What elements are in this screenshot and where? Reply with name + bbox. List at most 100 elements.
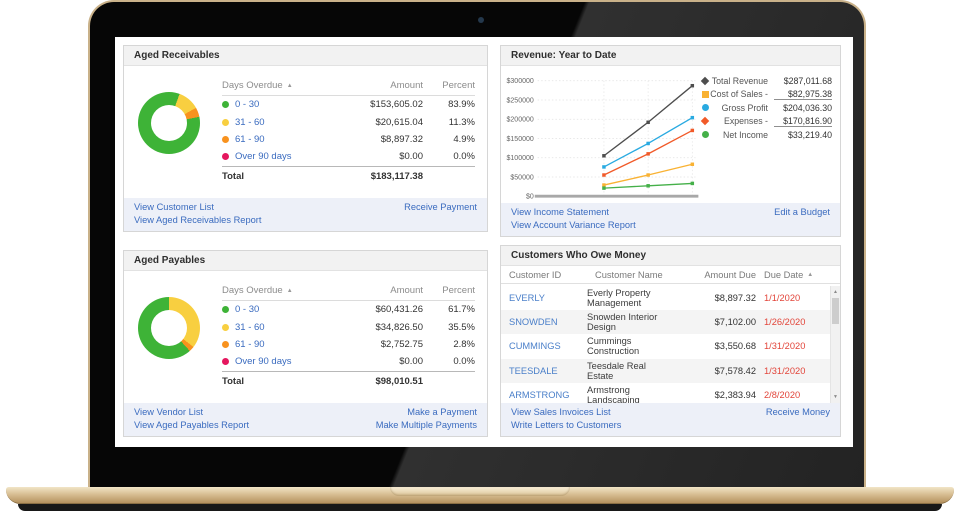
customer-id-link[interactable]: EVERLY [509, 293, 545, 304]
customers-table-row[interactable]: TEESDALE Teesdale Real Estate $7,578.42 1/3… [501, 358, 830, 383]
customers-scrollbar[interactable]: ▲ ▼ [830, 286, 840, 403]
aging-bucket-dot [222, 153, 229, 161]
aged-percent: 0.0% [453, 356, 475, 368]
aged-percent: 0.0% [453, 151, 475, 163]
svg-text:$300000: $300000 [506, 78, 533, 85]
customers-footer: View Sales Invoices List Write Letters to… [501, 403, 840, 436]
receivables-total-row: Total $183,117.38 [222, 165, 475, 186]
aged-amount: $0.00 [399, 356, 423, 368]
column-due-date[interactable]: Due Date ▲ [764, 270, 814, 280]
dashboard-left-column: Aged Receivables Days Overdue ▲ A [123, 45, 488, 439]
aging-bucket-dot [222, 358, 229, 366]
aging-bucket-dot [222, 101, 229, 109]
svg-text:$100000: $100000 [506, 155, 533, 162]
aged-amount: $34,826.50 [375, 321, 423, 333]
aged-percent: 2.8% [453, 338, 475, 350]
aging-bucket-dot [222, 306, 229, 314]
link-view-aged-receivables-report[interactable]: View Aged Receivables Report [134, 215, 262, 225]
sort-asc-icon: ▲ [286, 82, 293, 89]
customers-table-row[interactable]: CUMMINGS Cummings Construction $3,550.68 1/… [501, 334, 830, 358]
link-view-sales-invoices-list[interactable]: View Sales Invoices List [511, 407, 611, 417]
aged-row: Over 90 days $0.00 0.0% [222, 353, 475, 370]
link-view-account-variance-report[interactable]: View Account Variance Report [511, 220, 636, 230]
aged-receivables-panel: Aged Receivables Days Overdue ▲ A [123, 45, 488, 232]
payables-table-header[interactable]: Days Overdue ▲ Amount Percent [222, 281, 475, 301]
customer-id-link[interactable]: CUMMINGS [509, 341, 561, 352]
due-date: 1/31/2020 [764, 341, 806, 352]
customer-id-link[interactable]: TEESDALE [509, 365, 558, 376]
link-view-aged-payables-report[interactable]: View Aged Payables Report [134, 420, 250, 430]
aging-bucket-link-0-30[interactable]: 0 - 30 [235, 304, 260, 316]
payables-donut-chart [138, 297, 200, 359]
amount-due: $7,578.42 [714, 365, 756, 376]
column-amount[interactable]: Amount [390, 285, 423, 296]
scrollbar-thumb[interactable] [832, 298, 839, 324]
total-label: Total [222, 375, 244, 387]
legend-series-name: Net Income [723, 129, 768, 140]
customers-table-row[interactable]: EVERLY Everly Property Management $8,897.3… [501, 286, 830, 310]
circle-marker-icon [700, 104, 710, 111]
link-receive-payment[interactable]: Receive Payment [404, 202, 477, 212]
link-make-a-payment[interactable]: Make a Payment [407, 407, 477, 417]
total-amount: $183,117.38 [370, 170, 423, 182]
amount-due: $7,102.00 [714, 317, 756, 328]
aging-bucket-link-over-90-days[interactable]: Over 90 days [235, 151, 292, 163]
column-amount[interactable]: Amount [390, 80, 423, 91]
column-amount-due[interactable]: Amount Due [704, 270, 756, 280]
column-days-overdue[interactable]: Days Overdue [222, 80, 283, 91]
aging-bucket-link-31-60[interactable]: 31 - 60 [235, 321, 265, 333]
customers-table-row[interactable]: SNOWDEN Snowden Interior Design $7,102.00 1… [501, 310, 830, 335]
aged-percent: 11.3% [448, 116, 475, 128]
customers-rows: EVERLY Everly Property Management $8,897.3… [501, 286, 830, 403]
customers-table-row[interactable]: ARMSTRONG Armstrong Landscaping $2,383.94 2… [501, 383, 830, 403]
aged-row: 0 - 30 $153,605.02 83.9% [222, 96, 475, 113]
aging-bucket-link-over-90-days[interactable]: Over 90 days [235, 356, 292, 368]
customer-id-link[interactable]: ARMSTRONG [509, 389, 570, 400]
column-customer-id[interactable]: Customer ID [509, 270, 562, 280]
column-percent[interactable]: Percent [442, 80, 475, 91]
dashboard-right-column: Revenue: Year to Date $0 $50000 $100000 $15… [500, 45, 841, 439]
scroll-down-icon[interactable]: ▼ [833, 394, 838, 400]
legend-row: Cost of Sales - $82,975.38 [700, 87, 832, 101]
aging-bucket-dot [222, 135, 229, 143]
svg-text:$200000: $200000 [506, 117, 533, 124]
panel-title: Aged Payables [124, 251, 487, 271]
link-write-letters-to-customers[interactable]: Write Letters to Customers [511, 420, 622, 430]
aging-bucket-dot [222, 323, 229, 331]
legend-series-value: $287,011.68 [783, 75, 832, 86]
customer-name: Cummings Construction [587, 336, 640, 357]
legend-series-value: $204,036.30 [783, 102, 832, 113]
receivables-table-header[interactable]: Days Overdue ▲ Amount Percent [222, 76, 475, 96]
column-customer-name[interactable]: Customer Name [595, 270, 663, 280]
legend-row: Gross Profit $204,036.30 [700, 101, 832, 114]
aging-bucket-dot [222, 118, 229, 126]
link-view-vendor-list[interactable]: View Vendor List [134, 407, 204, 417]
aging-bucket-link-31-60[interactable]: 31 - 60 [235, 116, 265, 128]
link-make-multiple-payments[interactable]: Make Multiple Payments [375, 420, 477, 430]
customer-name: Snowden Interior Design [587, 312, 658, 333]
column-days-overdue[interactable]: Days Overdue [222, 285, 283, 296]
customers-table-header[interactable]: Customer ID Customer Name Amount Due Due… [501, 266, 840, 284]
link-view-income-statement[interactable]: View Income Statement [511, 207, 610, 217]
due-date: 1/1/2020 [764, 293, 801, 304]
svg-text:$0: $0 [526, 194, 534, 201]
link-view-customer-list[interactable]: View Customer List [134, 202, 214, 212]
legend-series-name: Expenses - [723, 116, 768, 126]
aging-bucket-link-61-90[interactable]: 61 - 90 [235, 338, 265, 350]
diamond-marker-icon [700, 116, 710, 126]
customer-id-link[interactable]: SNOWDEN [509, 317, 558, 328]
aging-bucket-link-0-30[interactable]: 0 - 30 [235, 99, 260, 111]
scroll-up-icon[interactable]: ▲ [833, 289, 838, 295]
aged-row: 61 - 90 $2,752.75 2.8% [222, 336, 475, 353]
legend-row: Total Revenue $287,011.68 [700, 74, 832, 87]
dashboard: Aged Receivables Days Overdue ▲ A [115, 37, 853, 447]
svg-text:$250000: $250000 [506, 97, 533, 104]
aged-amount: $60,431.26 [375, 304, 423, 316]
revenue-legend: Total Revenue $287,011.68 Cost of Sales - $… [700, 70, 834, 203]
aging-bucket-link-61-90[interactable]: 61 - 90 [235, 133, 265, 145]
receivables-table: Days Overdue ▲ Amount Percent 0 - 30 $153… [222, 76, 475, 186]
column-percent[interactable]: Percent [442, 285, 475, 296]
aged-row: 31 - 60 $20,615.04 11.3% [222, 113, 475, 130]
link-edit-a-budget[interactable]: Edit a Budget [774, 207, 830, 217]
link-receive-money[interactable]: Receive Money [765, 407, 830, 417]
